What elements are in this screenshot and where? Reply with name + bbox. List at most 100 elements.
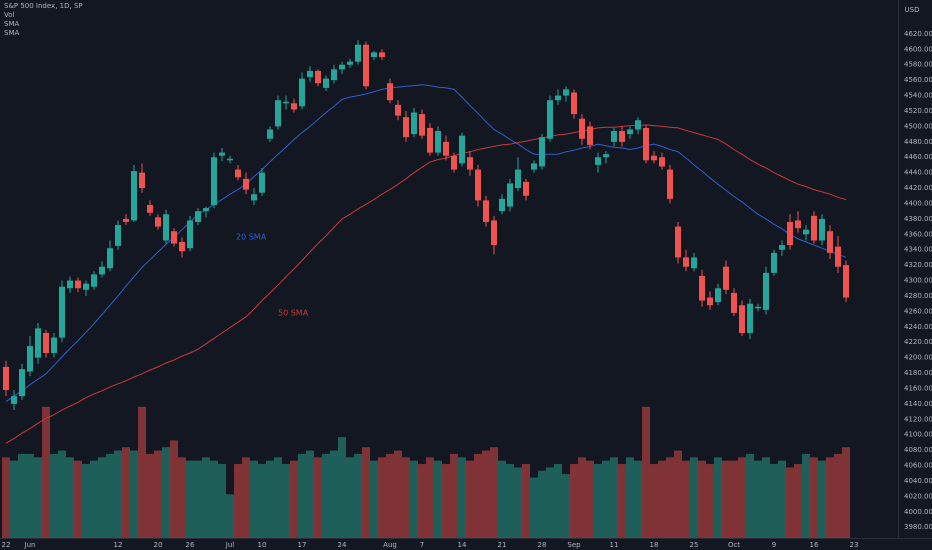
- volume-bar: [154, 450, 162, 538]
- y-tick-label: 4060.00: [904, 462, 932, 470]
- volume-bar: [18, 453, 26, 538]
- candle-body: [643, 127, 649, 161]
- volume-bar: [250, 460, 258, 538]
- candle-body: [827, 231, 833, 253]
- candle-body: [371, 52, 377, 58]
- volume-bar: [490, 447, 498, 538]
- candle-body: [227, 158, 233, 161]
- candle-body: [627, 129, 633, 135]
- volume-bar: [298, 453, 306, 538]
- candle-body: [523, 181, 529, 196]
- y-tick-label: 4500.00: [904, 122, 932, 130]
- volume-bar: [10, 460, 18, 538]
- volume-bar: [82, 464, 90, 538]
- x-tick-label: 23: [850, 541, 859, 549]
- y-tick-label: 4100.00: [904, 431, 932, 439]
- candle-body: [11, 396, 17, 404]
- x-tick-label: 10: [258, 541, 267, 549]
- volume-bar: [258, 464, 266, 538]
- candle-body: [539, 137, 545, 167]
- volume-bar: [194, 460, 202, 538]
- volume-bar: [186, 460, 194, 538]
- candle-body: [35, 328, 41, 358]
- volume-bar: [162, 447, 170, 538]
- volume-bar: [474, 453, 482, 538]
- y-tick-label: 4320.00: [904, 261, 932, 269]
- y-tick-label: 4400.00: [904, 199, 932, 207]
- candle-body: [19, 369, 25, 397]
- volume-bar: [378, 457, 386, 538]
- volume-bar: [354, 453, 362, 538]
- volume-bar: [314, 457, 322, 538]
- volume-bar: [130, 450, 138, 538]
- candle-body: [219, 152, 225, 156]
- candle-body: [347, 61, 353, 65]
- volume-bar: [410, 460, 418, 538]
- candle-body: [411, 112, 417, 135]
- volume-bar: [642, 406, 650, 538]
- candle-body: [603, 154, 609, 158]
- volume-bar: [578, 457, 586, 538]
- candle-body: [819, 218, 825, 241]
- y-tick-label: 4040.00: [904, 477, 932, 485]
- volume-bar: [674, 450, 682, 538]
- volume-bar: [802, 453, 810, 538]
- candle-body: [75, 280, 81, 289]
- y-tick-label: 4120.00: [904, 415, 932, 423]
- candle-body: [667, 169, 673, 199]
- candle-body: [803, 229, 809, 235]
- volume-bar: [362, 447, 370, 538]
- candle-body: [659, 157, 665, 167]
- candle-body: [155, 217, 161, 227]
- volume-bar: [218, 464, 226, 538]
- candle-body: [763, 272, 769, 310]
- candle-body: [739, 305, 745, 333]
- candle-body: [811, 215, 817, 241]
- x-tick-label: Jun: [24, 541, 36, 549]
- volume-bar: [778, 460, 786, 538]
- candle-body: [83, 283, 89, 290]
- candle-body: [795, 220, 801, 229]
- candle-body: [499, 198, 505, 212]
- volume-bar: [530, 477, 538, 538]
- volume-bar: [170, 440, 178, 538]
- x-tick-label: 18: [650, 541, 659, 549]
- sma-line: [5, 84, 847, 403]
- volume-bars: [2, 406, 850, 538]
- volume-bar: [106, 453, 114, 538]
- x-tick-label: 16: [810, 541, 819, 549]
- y-tick-label: 4300.00: [904, 277, 932, 285]
- candle-body: [179, 242, 185, 252]
- candle-body: [531, 163, 537, 170]
- candle-body: [331, 69, 337, 81]
- candle-body: [99, 266, 105, 275]
- candle-body: [635, 120, 641, 130]
- x-tick-label: 28: [538, 541, 547, 549]
- y-tick-label: 3980.00: [904, 523, 932, 531]
- volume-bar: [210, 460, 218, 538]
- volume-bar: [842, 447, 850, 538]
- volume-bar: [746, 453, 754, 538]
- candle-body: [731, 292, 737, 313]
- candle-body: [387, 83, 393, 101]
- candle-body: [843, 265, 849, 298]
- candle-body: [675, 226, 681, 258]
- volume-bar: [794, 464, 802, 538]
- candle-body: [507, 183, 513, 207]
- x-tick-label: 9: [772, 541, 776, 549]
- candle-body: [587, 126, 593, 145]
- candle-body: [243, 178, 249, 190]
- volume-bar: [810, 457, 818, 538]
- volume-bar: [234, 464, 242, 538]
- volume-bar: [394, 450, 402, 538]
- y-tick-label: 4580.00: [904, 61, 932, 69]
- volume-bar: [242, 457, 250, 538]
- volume-bar: [570, 464, 578, 538]
- y-tick-label: 4180.00: [904, 369, 932, 377]
- candle-body: [515, 169, 521, 189]
- candle-body: [195, 211, 201, 222]
- candle-body: [163, 214, 169, 241]
- volume-bar: [690, 457, 698, 538]
- volume-bar: [290, 460, 298, 538]
- volume-bar: [74, 460, 82, 538]
